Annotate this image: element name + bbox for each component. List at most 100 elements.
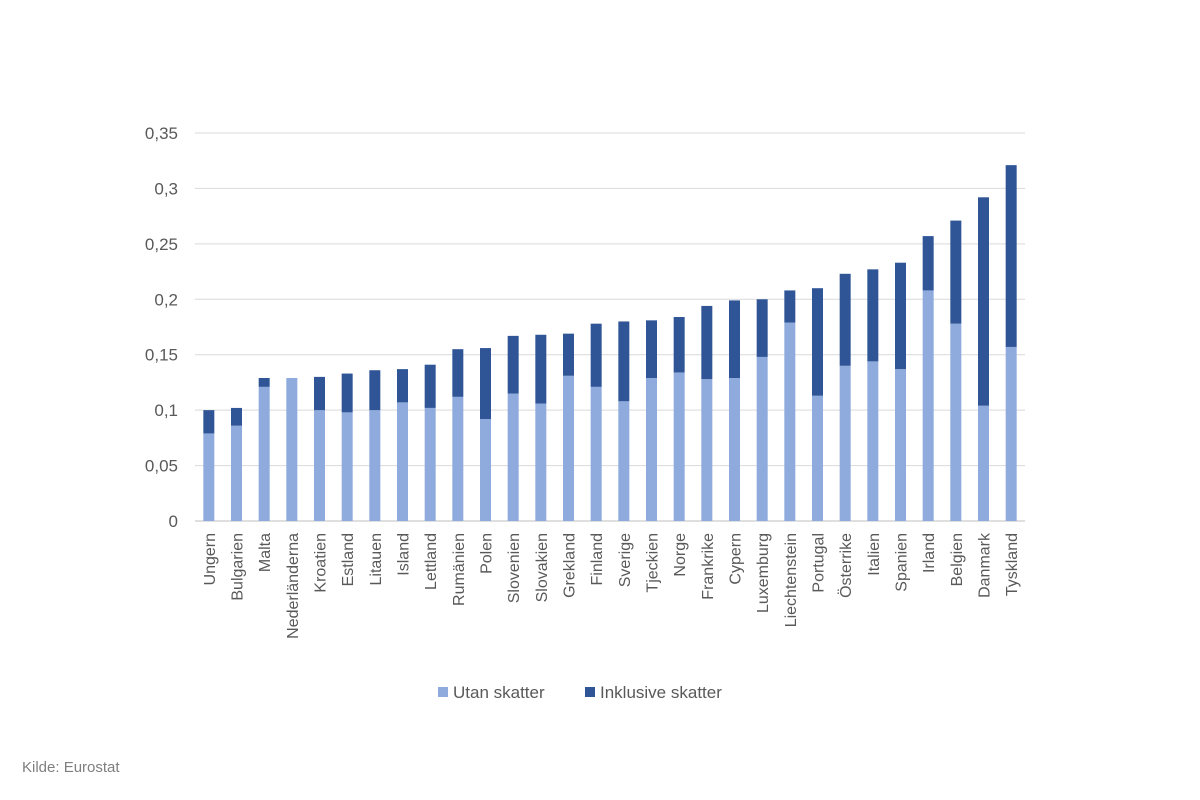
- x-category-label: Tjeckien: [645, 533, 662, 593]
- bar-segment-inklusive-skatter: [922, 236, 934, 291]
- x-category-label: Belgien: [949, 533, 966, 586]
- bar-segment-utan-skatter: [812, 395, 823, 521]
- x-category-label: Norge: [672, 533, 689, 577]
- bar-segment-utan-skatter: [701, 379, 713, 521]
- x-category-label: Kroatien: [313, 533, 330, 593]
- y-tick-label: 0,2: [154, 290, 178, 309]
- bar-segment-utan-skatter: [369, 410, 381, 521]
- bar-segment-utan-skatter: [507, 393, 519, 521]
- legend-label: Inklusive skatter: [600, 683, 722, 702]
- y-tick-label: 0,05: [145, 457, 178, 476]
- bar-segment-inklusive-skatter: [397, 369, 408, 403]
- bar-segment-utan-skatter: [314, 410, 325, 521]
- x-category-label: Polen: [479, 533, 496, 574]
- x-category-label: Danmark: [977, 532, 994, 598]
- bar-segment-utan-skatter: [1005, 346, 1017, 521]
- bar-segment-inklusive-skatter: [618, 321, 630, 402]
- bar-segment-utan-skatter: [341, 412, 353, 521]
- bar-segment-inklusive-skatter: [646, 320, 657, 378]
- bar-segment-inklusive-skatter: [424, 364, 436, 408]
- legend-swatch-utan-skatter: [438, 687, 448, 697]
- bar-segment-inklusive-skatter: [507, 335, 519, 394]
- x-category-label: Estland: [340, 533, 357, 586]
- bar-segment-utan-skatter: [950, 323, 962, 521]
- gridlines: [195, 132, 1025, 522]
- bar-segment-utan-skatter: [590, 386, 602, 521]
- y-tick-label: 0,35: [145, 124, 178, 143]
- bar-segment-inklusive-skatter: [729, 300, 740, 378]
- bar-segment-utan-skatter: [756, 356, 768, 521]
- y-axis-ticks: 0 0,05 0,1 0,15 0,2 0,25 0,3 0,35: [145, 124, 178, 531]
- x-category-label: Cypern: [728, 533, 745, 585]
- x-axis-labels: Ungern Bulgarien Malta Nederländerna Kroatie…: [202, 532, 1021, 639]
- bar-segment-utan-skatter: [535, 403, 547, 521]
- x-category-label: Nederländerna: [285, 533, 302, 639]
- bar-segment-utan-skatter: [784, 322, 796, 521]
- x-category-label: Portugal: [811, 533, 828, 593]
- y-tick-label: 0,1: [154, 401, 178, 420]
- legend: Utan skatter Inklusive skatter: [438, 683, 722, 702]
- bar-segment-utan-skatter: [673, 372, 685, 521]
- bar-segment-inklusive-skatter: [563, 333, 574, 376]
- bar-segment-utan-skatter: [867, 361, 879, 521]
- bar-segment-inklusive-skatter: [812, 288, 823, 396]
- bar-segment-inklusive-skatter: [867, 269, 879, 362]
- bar-segment-utan-skatter: [978, 405, 989, 521]
- bar-segment-inklusive-skatter: [950, 220, 962, 324]
- bar-segment-utan-skatter: [258, 386, 270, 521]
- bar-segment-utan-skatter: [729, 377, 740, 521]
- x-category-label: Litauen: [368, 533, 385, 586]
- x-category-label: Tyskland: [1004, 533, 1021, 596]
- bar-segment-inklusive-skatter: [701, 305, 713, 380]
- bar-segment-inklusive-skatter: [480, 348, 491, 420]
- legend-swatch-inklusive-skatter: [585, 687, 595, 697]
- y-tick-label: 0,15: [145, 346, 178, 365]
- bar-segment-inklusive-skatter: [1005, 165, 1017, 347]
- legend-label: Utan skatter: [453, 683, 545, 702]
- source-note: Kilde: Eurostat: [22, 759, 120, 776]
- bar-segment-utan-skatter: [452, 396, 464, 521]
- x-category-label: Grekland: [562, 533, 579, 598]
- x-category-label: Frankrike: [700, 533, 717, 600]
- x-category-label: Finland: [589, 533, 606, 585]
- bar-segment-inklusive-skatter: [978, 197, 989, 406]
- bar-segment-utan-skatter: [895, 369, 906, 521]
- x-category-label: Slovenien: [506, 533, 523, 603]
- bar-segment-inklusive-skatter: [203, 410, 215, 434]
- bar-segment-utan-skatter: [563, 375, 574, 521]
- bar-segment-utan-skatter: [922, 290, 934, 521]
- bar-segment-inklusive-skatter: [839, 273, 851, 366]
- bar-segment-utan-skatter: [480, 419, 491, 521]
- bar-segment-utan-skatter: [839, 365, 851, 521]
- x-category-label: Liechtenstein: [783, 533, 800, 627]
- bar-segment-inklusive-skatter: [231, 407, 242, 426]
- bar-segment-inklusive-skatter: [314, 376, 325, 411]
- bar-segment-utan-skatter: [231, 425, 242, 521]
- bar-segment-utan-skatter: [646, 377, 657, 521]
- bar-segment-inklusive-skatter: [673, 317, 685, 373]
- x-category-label: Malta: [257, 533, 274, 572]
- bar-segment-utan-skatter: [424, 407, 436, 521]
- bar-segment-utan-skatter: [203, 433, 215, 521]
- bar-segment-utan-skatter: [286, 377, 298, 521]
- x-category-label: Ungern: [202, 533, 219, 585]
- y-tick-label: 0,3: [154, 179, 178, 198]
- x-category-label: Italien: [866, 533, 883, 576]
- y-tick-label: 0: [169, 512, 178, 531]
- x-category-label: Island: [396, 533, 413, 576]
- x-category-label: Bulgarien: [230, 533, 247, 601]
- x-category-label: Spanien: [894, 533, 911, 592]
- bar-segment-inklusive-skatter: [258, 377, 270, 387]
- bar-segment-inklusive-skatter: [452, 349, 464, 397]
- bar-segment-inklusive-skatter: [756, 299, 768, 357]
- bars: [203, 165, 1017, 521]
- bar-segment-inklusive-skatter: [590, 323, 602, 387]
- x-category-label: Lettland: [423, 533, 440, 590]
- x-category-label: Sverige: [617, 533, 634, 587]
- bar-segment-inklusive-skatter: [784, 290, 796, 323]
- x-category-label: Slovakien: [534, 533, 551, 602]
- x-category-label: Luxemburg: [755, 533, 772, 613]
- bar-segment-utan-skatter: [397, 402, 408, 521]
- x-category-label: Rumänien: [451, 533, 468, 606]
